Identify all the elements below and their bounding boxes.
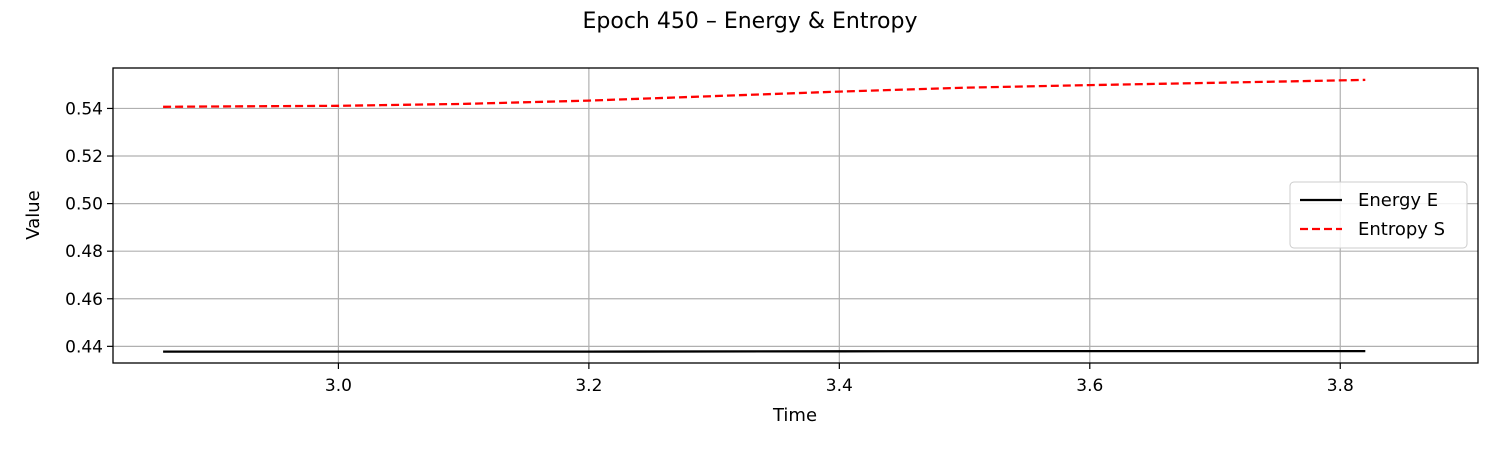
legend-label-entropy: Entropy S [1358, 219, 1445, 240]
x-axis: 3.0 3.2 3.4 3.6 3.8 [325, 363, 1354, 396]
x-tick-label: 3.4 [826, 376, 853, 396]
y-tick-label: 0.46 [65, 290, 103, 310]
y-tick-label: 0.48 [65, 242, 103, 262]
legend-label-energy: Energy E [1358, 190, 1438, 211]
y-tick-label: 0.50 [65, 195, 103, 215]
y-axis-label: Value [23, 190, 44, 239]
legend: Energy E Entropy S [1289, 181, 1468, 249]
y-tick-label: 0.54 [65, 99, 103, 119]
series-line-energy [163, 349, 1366, 353]
x-tick-label: 3.6 [1076, 376, 1103, 396]
y-tick-label: 0.44 [65, 337, 103, 357]
y-tick-label: 0.52 [65, 147, 103, 167]
series-line-entropy [163, 78, 1366, 108]
y-axis: 0.44 0.46 0.48 0.50 0.52 0.54 [65, 99, 113, 357]
x-tick-label: 3.2 [575, 376, 602, 396]
x-tick-label: 3.8 [1327, 376, 1354, 396]
series-layer [163, 78, 1366, 353]
legend-box [1289, 181, 1468, 249]
grid [113, 68, 1478, 363]
chart-title: Epoch 450 – Energy & Entropy [583, 9, 918, 34]
plot-frame [112, 67, 1479, 364]
x-tick-label: 3.0 [325, 376, 352, 396]
x-axis-label: Time [772, 405, 817, 426]
